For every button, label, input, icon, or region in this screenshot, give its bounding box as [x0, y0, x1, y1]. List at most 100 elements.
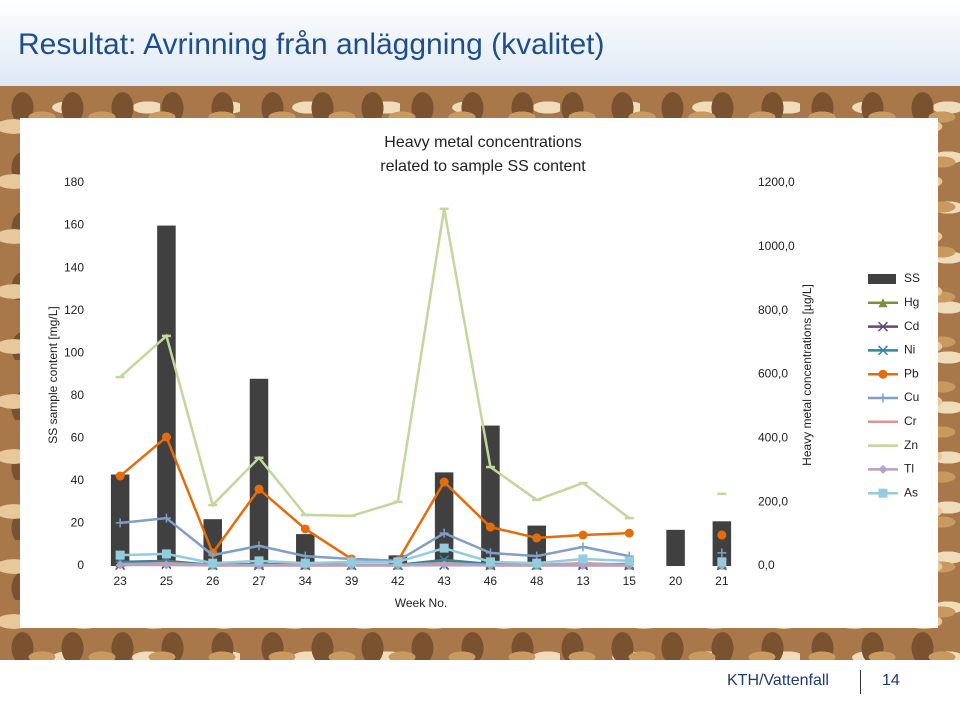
point	[439, 528, 449, 538]
x-tick-label: 34	[299, 574, 313, 588]
x-tick-label: 39	[345, 574, 359, 588]
point	[624, 556, 634, 566]
point	[208, 550, 218, 560]
y2-tick-label: 1200,0	[758, 175, 795, 189]
point	[578, 542, 588, 552]
point	[347, 557, 357, 567]
point	[161, 549, 171, 559]
line	[119, 208, 631, 520]
title-band	[0, 0, 960, 86]
legend-marker	[878, 298, 888, 308]
line	[120, 516, 630, 563]
point	[161, 432, 171, 442]
x-tick-label: 43	[437, 574, 451, 588]
point	[393, 557, 403, 567]
legend-marker	[877, 345, 889, 356]
y-tick-label: 120	[64, 303, 84, 317]
legend-marker	[878, 369, 888, 379]
point	[717, 557, 727, 567]
x-tick-label: 26	[206, 574, 220, 588]
point	[532, 533, 542, 543]
bar	[712, 521, 732, 566]
y-tick-label: 20	[71, 516, 85, 530]
point	[578, 554, 588, 564]
y-axis-title: SS sample content [mg/L]	[46, 306, 60, 443]
point	[254, 484, 264, 494]
legend-marker	[878, 488, 888, 498]
bar	[157, 225, 176, 567]
x-tick-label: 23	[113, 574, 127, 588]
legend-marker	[878, 464, 888, 474]
legend-label: SS	[904, 271, 920, 285]
x-tick-label: 42	[391, 574, 405, 588]
y-tick-label: 180	[64, 175, 84, 189]
point	[300, 524, 310, 534]
y-tick-label: 160	[64, 218, 84, 232]
y2-tick-label: 1000,0	[758, 239, 795, 253]
y-tick-label: 60	[71, 431, 85, 445]
legend-label: As	[904, 485, 918, 499]
x-tick-label: 15	[623, 574, 637, 588]
legend-label: Cu	[904, 390, 919, 404]
point	[115, 471, 125, 481]
legend-swatch	[868, 274, 896, 284]
y2-tick-label: 800,0	[758, 303, 788, 317]
y-tick-label: 0	[77, 558, 84, 572]
point	[300, 558, 310, 568]
y-tick-label: 100	[64, 345, 84, 359]
y2-tick-label: 0,0	[758, 558, 775, 572]
x-tick-label: 20	[669, 574, 683, 588]
point	[485, 548, 495, 558]
point	[717, 530, 727, 540]
chart-title: related to sample SS content	[380, 158, 586, 175]
footer: KTH/Vattenfall 14	[0, 660, 960, 716]
legend-marker	[877, 321, 889, 332]
y2-axis-title: Heavy metal concentrations [µg/L]	[800, 284, 814, 466]
bar	[666, 529, 685, 566]
legend-label: Cr	[904, 414, 917, 428]
point	[161, 560, 171, 570]
point	[254, 541, 264, 551]
point	[115, 560, 125, 570]
x-axis-title: Week No.	[395, 596, 447, 610]
point	[115, 518, 125, 528]
point	[161, 513, 171, 523]
y2-tick-label: 200,0	[758, 494, 788, 508]
y-tick-label: 140	[64, 260, 84, 274]
x-tick-label: 25	[160, 574, 174, 588]
legend-label: Hg	[904, 295, 919, 309]
bar	[481, 425, 500, 566]
y2-tick-label: 400,0	[758, 431, 788, 445]
x-tick-label: 13	[576, 574, 590, 588]
legend-label: Zn	[904, 438, 918, 452]
page-number: 14	[882, 672, 900, 689]
x-tick-label: 21	[715, 574, 729, 588]
x-tick-label: 27	[252, 574, 266, 588]
bar	[249, 378, 269, 566]
point	[208, 558, 218, 568]
x-tick-label: 48	[530, 574, 544, 588]
point	[532, 558, 542, 568]
slide-title: Resultat: Avrinning från anläggning (kva…	[18, 28, 605, 61]
point	[439, 543, 449, 553]
point	[439, 477, 449, 487]
point	[254, 556, 264, 566]
line	[120, 546, 630, 565]
separator	[860, 670, 861, 694]
footer-text: KTH/Vattenfall	[727, 672, 829, 689]
legend-label: Ni	[904, 343, 915, 357]
legend-label: Tl	[904, 462, 914, 476]
y2-tick-label: 600,0	[758, 367, 788, 381]
legend-label: Pb	[904, 366, 919, 380]
point	[717, 548, 727, 558]
y-tick-label: 40	[71, 473, 85, 487]
x-tick-label: 46	[484, 574, 498, 588]
bar	[434, 472, 454, 566]
legend-label: Cd	[904, 319, 919, 333]
legend-marker	[878, 393, 888, 403]
bar	[296, 534, 315, 566]
point	[485, 522, 495, 532]
point	[578, 530, 588, 540]
